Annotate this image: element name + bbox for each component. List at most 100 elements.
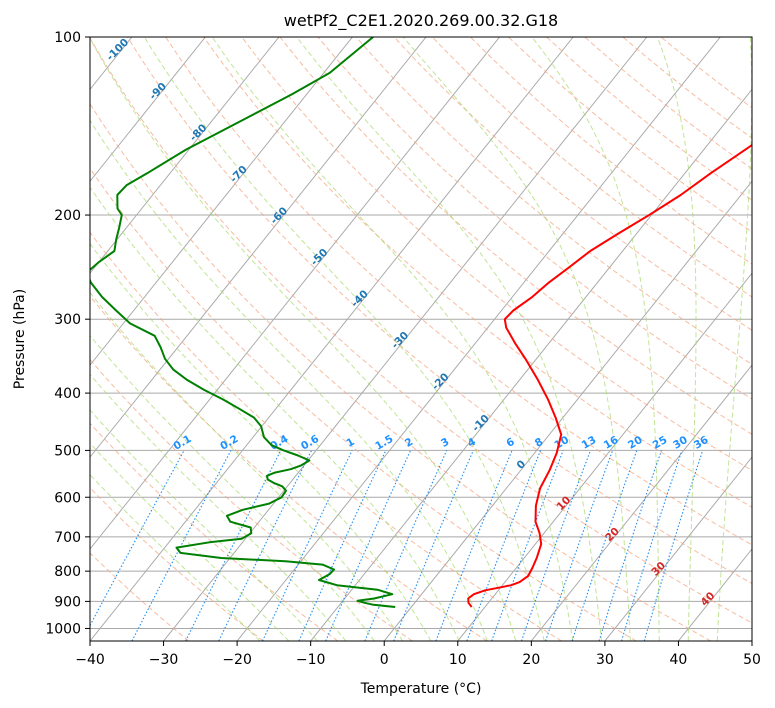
y-tick-label: 500 [54, 443, 81, 459]
mixing-ratio-line [131, 450, 232, 641]
x-tick-label: 40 [670, 652, 688, 668]
mixing-ratio-label: 25 [651, 434, 670, 452]
dry-adiabat-label: 20 [603, 525, 622, 544]
moist-adiabat-line [90, 37, 517, 641]
moist-adiabat-line [143, 37, 545, 641]
y-tick-label: 200 [54, 208, 81, 224]
dry-adiabat-line [203, 37, 752, 508]
x-axis-title: Temperature (°C) [360, 681, 482, 697]
mixing-ratio-line [325, 450, 412, 641]
mixing-ratio-label: 10 [552, 434, 571, 452]
isotherm-line [90, 37, 280, 275]
axes: −40 −30 −20 −10 0 10 20 30 40 5010020030040050060… [45, 30, 761, 668]
isotherm-line [163, 37, 648, 641]
dry-adiabat-line [127, 37, 752, 585]
moist-adiabat-line [90, 373, 347, 641]
dry-adiabat-line [508, 37, 752, 233]
isotherm-label: -100 [104, 36, 131, 63]
dry-adiabat-line [546, 37, 752, 201]
dry-adiabat-line [165, 37, 752, 546]
isotherm-line [383, 180, 752, 641]
x-tick-label: 10 [449, 652, 467, 668]
isotherm-line [0, 37, 58, 641]
dry-adiabat-line [355, 37, 752, 365]
dewpoint-profile [90, 37, 396, 608]
isotherm-line [530, 364, 752, 641]
dry-adiabat-label: 40 [699, 590, 718, 609]
mixing-ratio-label: 13 [580, 434, 599, 452]
mixing-ratio-line [218, 450, 313, 641]
dry-adiabat-line [470, 37, 752, 265]
dry-adiabat-line [90, 358, 413, 641]
dry-adiabat-line [90, 37, 752, 624]
mixing-ratio-line [364, 450, 448, 641]
moist-adiabat-line [90, 474, 261, 641]
dry-adiabat-line [584, 37, 752, 170]
isotherm-line [236, 37, 721, 641]
mixing-ratio-line [621, 450, 683, 641]
isotherm-label: -10 [470, 412, 492, 434]
plot-frame [89, 36, 753, 642]
mixing-ratio-label: 30 [671, 434, 690, 452]
y-tick-label: 800 [54, 564, 81, 580]
chart-title: wetPf2_C2E1.2020.269.00.32.G18 [284, 11, 558, 31]
sounding-profiles [90, 37, 752, 608]
y-tick-label: 100 [54, 30, 81, 46]
x-tick-label: −10 [296, 652, 326, 668]
mixing-ratio-label: 1 [344, 436, 356, 450]
temperature-profile [467, 143, 752, 608]
dry-adiabat-line [279, 37, 752, 435]
background-lines [0, 37, 752, 641]
isotherm-line [310, 88, 752, 641]
x-tick-label: −30 [149, 652, 179, 668]
isotherm-label: -40 [349, 288, 371, 310]
isotherm-label: 0 [514, 458, 528, 472]
dry-adiabat-line [393, 37, 752, 331]
mixing-ratio-line [90, 450, 185, 627]
isotherm-label: -30 [389, 329, 411, 351]
mixing-ratio-line [393, 450, 474, 641]
dry-adiabat-line [90, 487, 264, 641]
moist-adiabat-line [531, 37, 660, 641]
mixing-ratio-line [298, 450, 387, 641]
mixing-ratio-label: 0.1 [172, 433, 194, 453]
mixing-ratio-label: 20 [626, 434, 645, 452]
x-tick-label: 50 [743, 652, 761, 668]
moist-adiabat-line [90, 119, 488, 641]
y-tick-label: 900 [54, 594, 81, 610]
moist-adiabat-line [90, 242, 432, 641]
dry-adiabat-line [241, 37, 752, 471]
mixing-ratio-label: 0.4 [268, 433, 290, 453]
mixing-ratio-label: 0.6 [299, 433, 321, 453]
mixing-ratio-label: 16 [602, 434, 621, 452]
moist-adiabat-line [90, 409, 318, 641]
isotherm-line [678, 548, 752, 641]
mixing-ratio-label: 0.2 [218, 433, 240, 453]
mixing-ratio-label: 4 [466, 436, 478, 450]
moist-adiabat-line [90, 442, 290, 641]
x-tick-label: 30 [596, 652, 614, 668]
mixing-ratio-line [520, 450, 592, 641]
x-tick-label: 0 [380, 652, 389, 668]
mixing-ratio-label: 3 [439, 436, 451, 450]
moist-adiabat-line [716, 37, 752, 641]
isotherm-label: -20 [430, 371, 452, 393]
mixing-ratio-line [598, 450, 663, 641]
y-tick-label: 600 [54, 490, 81, 506]
x-tick-label: −40 [75, 652, 105, 668]
mixing-ratio-line [491, 450, 564, 641]
mixing-ratio-line [545, 450, 614, 641]
dry-adiabat-line [90, 552, 190, 641]
y-tick-label: 1000 [45, 621, 81, 637]
moist-adiabat-line [296, 37, 603, 641]
mixing-ratio-line [261, 450, 353, 641]
moist-adiabat-line [90, 186, 460, 641]
moist-adiabat-line [211, 37, 574, 641]
isotherm-line [604, 456, 752, 641]
dry-adiabat-line [90, 102, 712, 641]
mixing-ratio-label: 6 [504, 436, 516, 450]
dry-adiabat-line [90, 295, 488, 641]
y-axis-title: Pressure (hPa) [12, 289, 28, 389]
isotherm-line [90, 37, 500, 550]
